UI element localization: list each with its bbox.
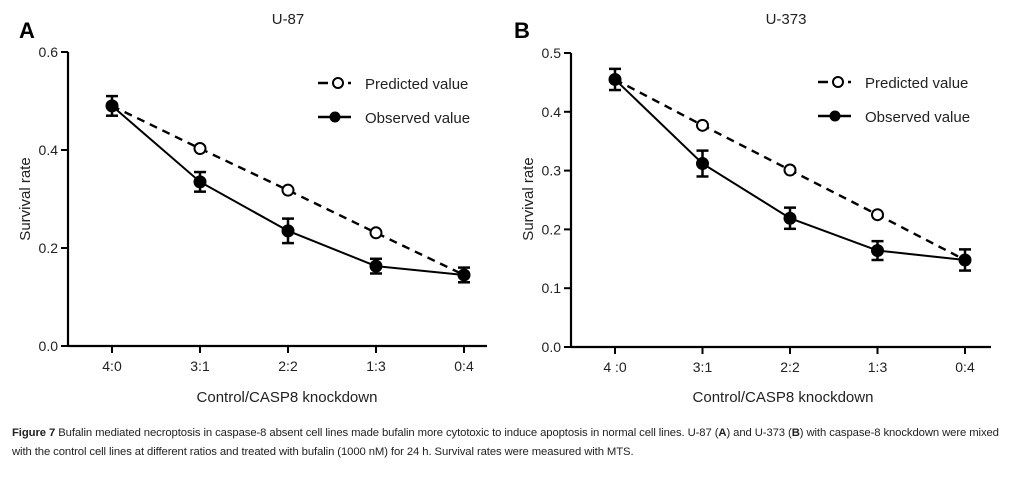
- legend-label-predicted: Predicted value: [365, 76, 468, 93]
- legend-marker-observed: [329, 111, 341, 123]
- x-tick-label: 1:3: [366, 358, 386, 374]
- y-tick-label: 0.0: [542, 339, 562, 355]
- legend-marker-predicted: [332, 77, 344, 89]
- data-point-observed: [608, 72, 622, 86]
- chart-panel-b: B U-373 Survival rate Control/CASP8 knoc…: [514, 11, 991, 406]
- y-ticks-b: 0.0 0.1 0.2 0.3 0.4 0.5: [542, 45, 571, 355]
- legend-marker-predicted: [832, 76, 844, 88]
- x-tick-label: 4 :0: [603, 359, 627, 375]
- legend-b: Predicted value Observed value: [818, 75, 970, 126]
- data-point-observed: [457, 268, 471, 282]
- x-tick-label: 4:0: [102, 358, 122, 374]
- x-tick-label: 2:2: [278, 358, 298, 374]
- caption-label: Figure 7: [12, 427, 56, 439]
- y-tick-label: 0.4: [542, 104, 562, 120]
- data-point-observed: [369, 259, 383, 273]
- plot-area-b: [608, 67, 972, 272]
- x-ticks-a: 4:0 3:1 2:2 1:3 0:4: [102, 346, 474, 374]
- y-tick-label: 0.5: [542, 45, 562, 61]
- x-axis-label-b: Control/CASP8 knockdown: [693, 389, 874, 406]
- data-point-predicted: [696, 118, 709, 132]
- x-axis-label-a: Control/CASP8 knockdown: [197, 389, 378, 406]
- caption-text-1: Bufalin mediated necroptosis in caspase-…: [55, 427, 719, 439]
- data-point-observed: [783, 211, 797, 225]
- data-point-predicted: [871, 208, 884, 222]
- data-point-predicted: [783, 163, 797, 177]
- caption-text-3: ) with caspase-8 knockdown were mixed wi…: [12, 427, 999, 458]
- legend-label-observed: Observed value: [865, 109, 970, 126]
- x-tick-label: 0:4: [955, 359, 975, 375]
- x-tick-label: 1:3: [868, 359, 888, 375]
- caption-text-2: ) and U-373 (: [726, 427, 792, 439]
- axes-b: [569, 53, 991, 349]
- data-point-predicted: [193, 142, 207, 156]
- chart-title-a: U-87: [272, 11, 305, 28]
- data-point-observed: [958, 253, 972, 267]
- series-line-predicted: [111, 104, 465, 277]
- y-tick-label: 0.2: [542, 221, 562, 237]
- y-axis-label-b: Survival rate: [520, 157, 537, 240]
- y-tick-label: 0.3: [542, 163, 562, 179]
- x-tick-label: 2:2: [780, 359, 800, 375]
- x-tick-label: 0:4: [454, 358, 474, 374]
- data-point-observed: [871, 244, 884, 258]
- chart-panel-a: A U-87 Survival rate Control/CASP8 knock…: [17, 11, 487, 406]
- data-point-observed: [105, 99, 119, 113]
- legend-label-predicted: Predicted value: [865, 75, 968, 92]
- legend-a: Predicted value Observed value: [318, 76, 470, 127]
- data-point-observed: [281, 224, 295, 238]
- plot-area-a: [105, 94, 471, 284]
- y-axis-label-a: Survival rate: [17, 157, 34, 240]
- data-point-predicted: [369, 226, 383, 240]
- axes-a: [66, 52, 487, 348]
- y-ticks-a: 0.0 0.2 0.4 0.6: [39, 44, 68, 354]
- data-point-observed: [696, 157, 709, 171]
- figure-caption: Figure 7 Bufalin mediated necroptosis in…: [12, 424, 1007, 462]
- y-tick-label: 0.4: [39, 142, 59, 158]
- y-tick-label: 0.0: [39, 338, 59, 354]
- panel-label-a: A: [19, 18, 35, 43]
- legend-marker-observed: [829, 110, 841, 122]
- panel-label-b: B: [514, 18, 530, 43]
- y-tick-label: 0.2: [39, 240, 59, 256]
- caption-ref-a: A: [718, 427, 727, 439]
- data-point-observed: [193, 175, 207, 189]
- legend-label-observed: Observed value: [365, 110, 470, 127]
- y-tick-label: 0.6: [39, 44, 59, 60]
- chart-title-b: U-373: [766, 11, 807, 28]
- x-tick-label: 3:1: [190, 358, 210, 374]
- y-tick-label: 0.1: [542, 280, 562, 296]
- x-tick-label: 3:1: [693, 359, 713, 375]
- caption-ref-b: B: [791, 427, 800, 439]
- data-point-predicted: [281, 183, 295, 197]
- x-ticks-b: 4 :0 3:1 2:2 1:3 0:4: [603, 347, 975, 375]
